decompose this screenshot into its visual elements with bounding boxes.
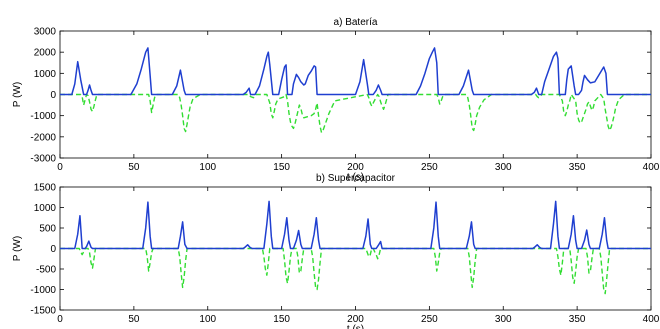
y-axis-label: P (W) <box>12 82 23 107</box>
chart-title: a) Batería <box>334 17 378 28</box>
series-dashed-line <box>60 93 651 134</box>
y-tick-label: -1500 <box>30 306 56 317</box>
panel-b: b) Supercapacitor P (W) t (s) 0 50 100 150 200 2… <box>12 173 660 329</box>
y-axis-label: P (W) <box>12 236 23 261</box>
y-tick-label: 500 <box>39 224 56 235</box>
y-tick-label: 1500 <box>34 183 57 194</box>
x-tick-label: 250 <box>421 162 438 173</box>
y-tick-label: 2000 <box>34 48 57 59</box>
x-tick-label: 300 <box>495 314 512 325</box>
y-tick-label: 0 <box>50 244 56 255</box>
y-tick-label: -1000 <box>30 285 56 296</box>
x-tick-label: 150 <box>273 162 290 173</box>
series-solid-line <box>60 200 651 250</box>
series-solid-line <box>60 47 651 96</box>
y-tick-label: -2000 <box>30 132 56 143</box>
x-tick-label: 0 <box>57 314 63 325</box>
chart-title: b) Supercapacitor <box>316 173 396 184</box>
x-tick-label: 400 <box>643 162 660 173</box>
y-tick-label: -3000 <box>30 154 56 165</box>
y-tick-label: 1000 <box>34 203 57 214</box>
x-tick-label: 200 <box>347 314 364 325</box>
x-tick-label: 300 <box>495 162 512 173</box>
y-tick-label: 0 <box>50 90 56 101</box>
x-tick-label: 350 <box>569 162 586 173</box>
x-axis-label: t (s) <box>347 172 364 183</box>
y-tick-label: 3000 <box>34 27 57 38</box>
x-tick-label: 100 <box>199 162 216 173</box>
y-tick-label: -500 <box>36 265 56 276</box>
x-tick-label: 50 <box>128 162 140 173</box>
y-tick-label: -1000 <box>30 111 56 122</box>
x-tick-label: 0 <box>57 162 63 173</box>
x-tick-label: 50 <box>128 314 140 325</box>
x-tick-label: 100 <box>199 314 216 325</box>
x-tick-label: 350 <box>569 314 586 325</box>
x-tick-label: 200 <box>347 162 364 173</box>
x-axis-label: t (s) <box>347 324 364 329</box>
x-tick-label: 250 <box>421 314 438 325</box>
x-tick-label: 150 <box>273 314 290 325</box>
x-tick-label: 400 <box>643 314 660 325</box>
y-tick-label: 1000 <box>34 69 57 80</box>
panel-a: a) Batería P (W) t (s) 0 50 100 150 200 250 300 35… <box>12 17 660 183</box>
